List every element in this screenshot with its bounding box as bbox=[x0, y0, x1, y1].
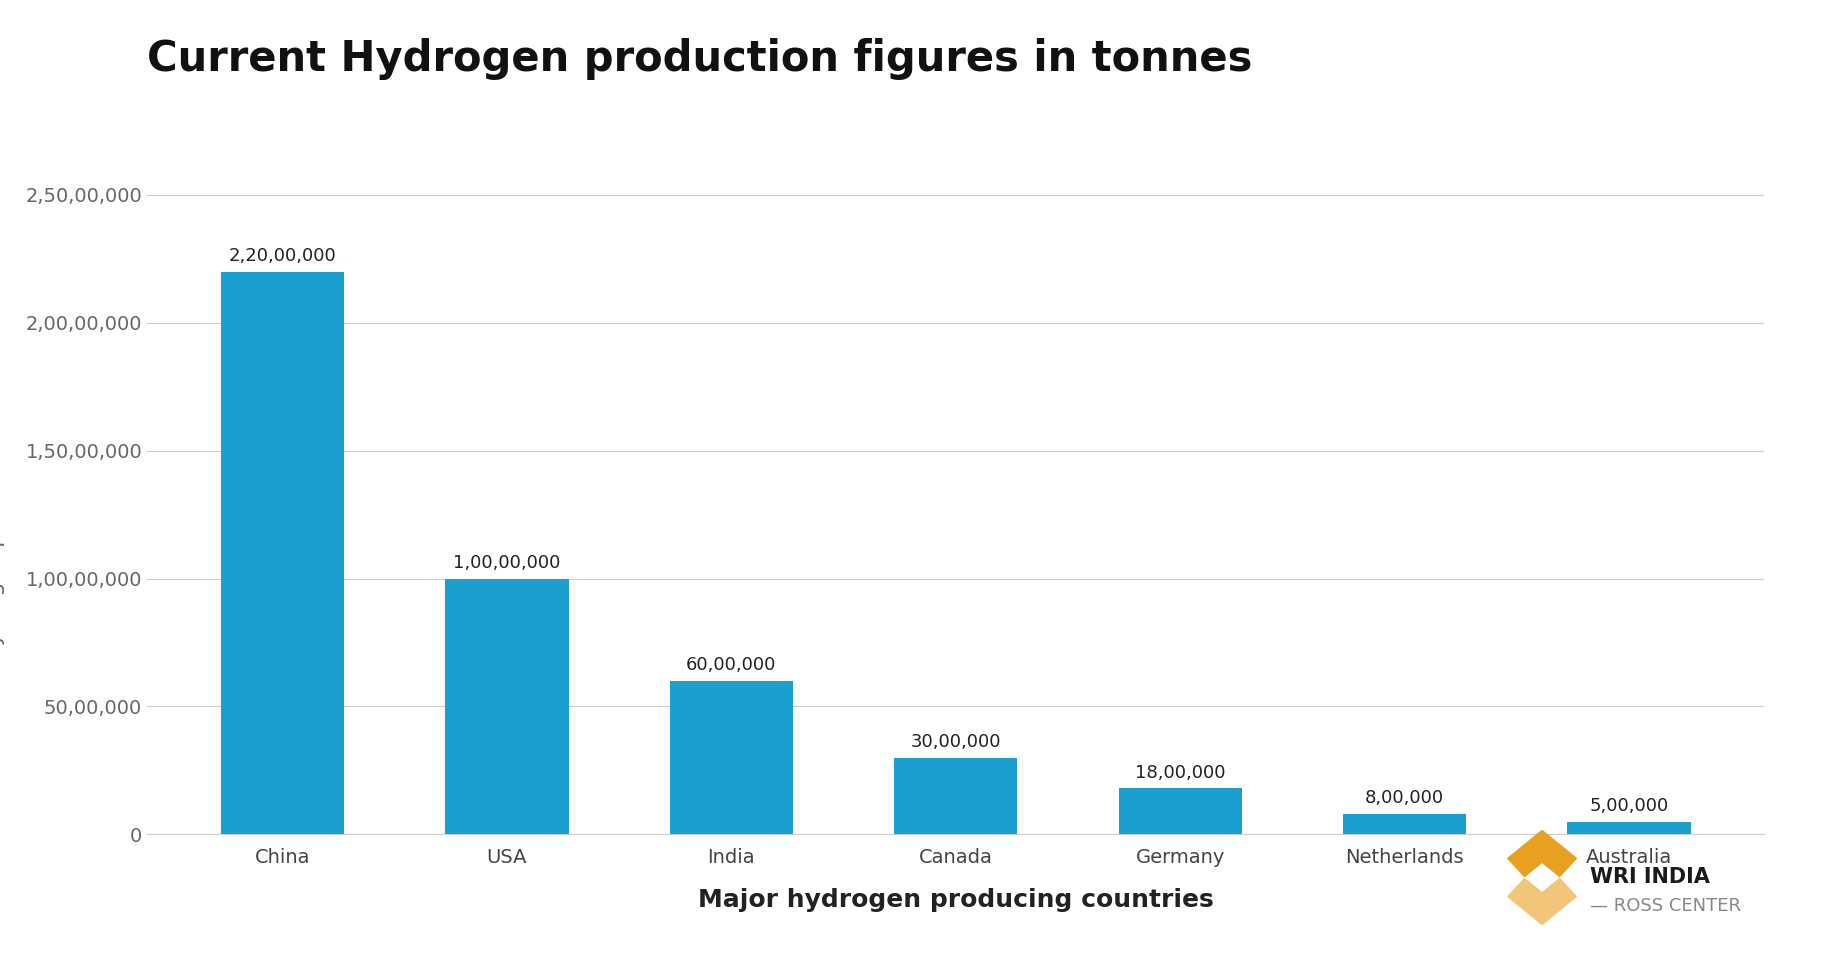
Text: 2,20,00,000: 2,20,00,000 bbox=[228, 247, 336, 266]
Bar bbox=[1344, 814, 1467, 834]
Y-axis label: Hydrogen production in tonnes: Hydrogen production in tonnes bbox=[0, 316, 6, 662]
Text: 5,00,000: 5,00,000 bbox=[1590, 797, 1669, 815]
X-axis label: Major hydrogen producing countries: Major hydrogen producing countries bbox=[698, 888, 1213, 912]
Polygon shape bbox=[1507, 830, 1577, 877]
Text: — ROSS CENTER: — ROSS CENTER bbox=[1590, 898, 1741, 915]
Bar bbox=[445, 578, 568, 834]
Text: 8,00,000: 8,00,000 bbox=[1366, 789, 1445, 807]
Bar bbox=[1119, 788, 1242, 834]
Bar bbox=[221, 271, 344, 834]
Text: WRI INDIA: WRI INDIA bbox=[1590, 868, 1709, 887]
Text: 18,00,000: 18,00,000 bbox=[1136, 764, 1226, 782]
Text: 60,00,000: 60,00,000 bbox=[686, 657, 776, 674]
Bar bbox=[893, 758, 1018, 834]
Text: Current Hydrogen production figures in tonnes: Current Hydrogen production figures in t… bbox=[147, 38, 1252, 81]
Text: 1,00,00,000: 1,00,00,000 bbox=[454, 554, 561, 573]
Bar bbox=[669, 681, 792, 834]
Polygon shape bbox=[1507, 877, 1577, 925]
Bar bbox=[1568, 822, 1691, 834]
Text: 30,00,000: 30,00,000 bbox=[910, 734, 1002, 751]
